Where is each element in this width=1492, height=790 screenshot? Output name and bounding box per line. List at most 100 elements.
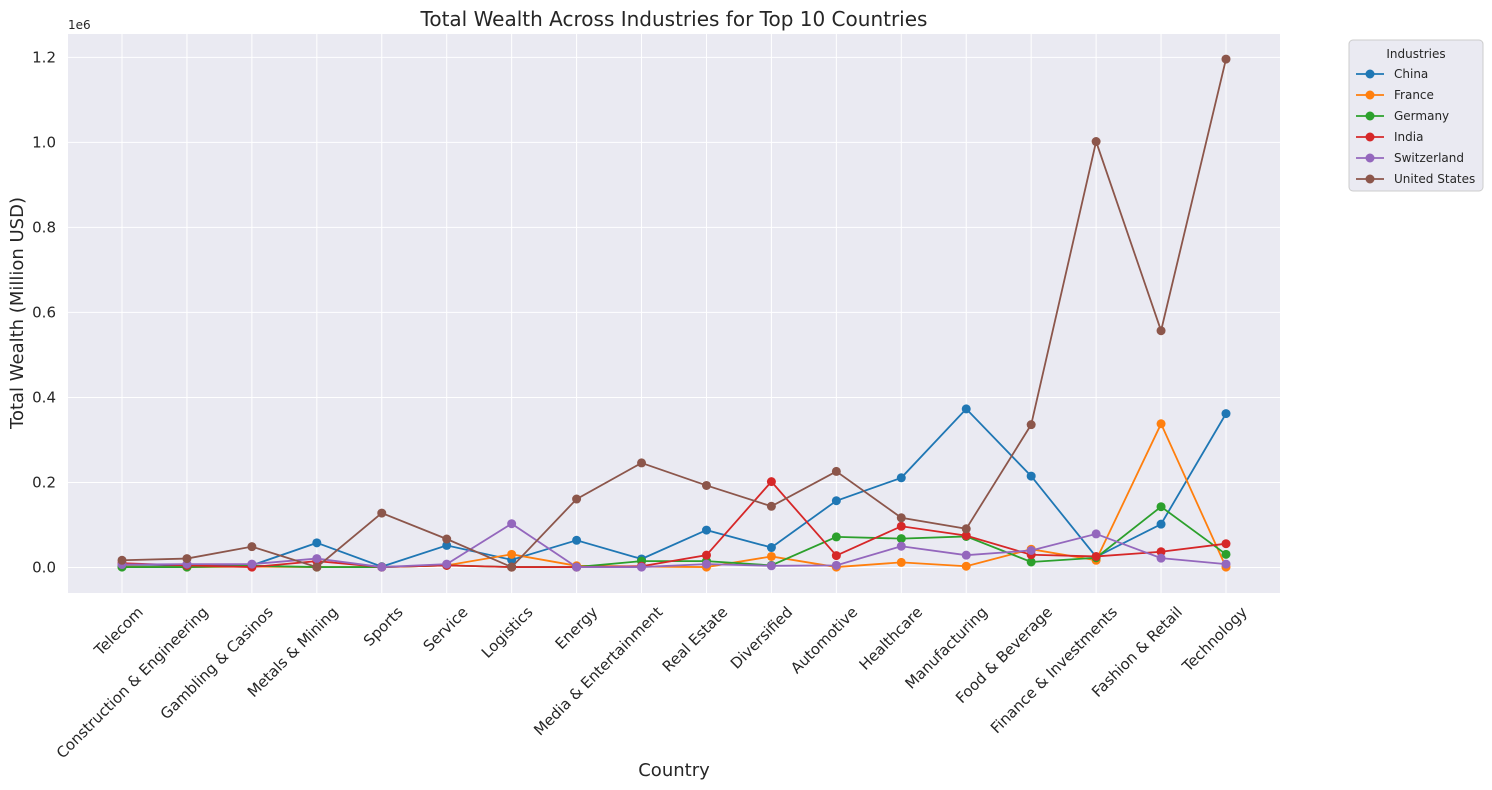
data-point [831,551,841,561]
x-tick-label: Service [420,603,472,655]
legend-label: United States [1394,172,1475,186]
data-point [766,551,776,561]
chart-title: Total Wealth Across Industries for Top 1… [420,7,928,31]
x-tick-label: Automotive [787,603,861,677]
series-switzerland [117,519,1231,572]
legend-marker [1365,111,1375,121]
legend-items: China France Germany India Switzerland United… [1356,67,1475,186]
data-point [1026,420,1036,430]
y-tick-label: 0.2 [32,473,56,491]
data-point [182,554,192,564]
data-point [637,458,647,468]
legend-marker [1365,174,1375,184]
data-point [701,525,711,535]
legend-marker [1365,90,1375,100]
legend-title: Industries [1386,47,1445,61]
data-point [961,550,971,560]
data-point [896,513,906,523]
plot-background [68,34,1280,593]
series-line [122,407,1227,568]
data-point [442,559,452,569]
data-point [1026,545,1036,555]
legend-box [1348,39,1484,192]
data-point [117,555,127,565]
data-point [961,561,971,571]
data-point [831,466,841,476]
data-point [961,531,971,541]
series-united-states [117,54,1231,572]
data-point [507,549,517,559]
y-tick-label: 0.8 [32,218,56,236]
data-point [1091,137,1101,147]
legend-item: China [1356,67,1428,81]
data-point [1221,549,1231,559]
data-point [312,562,322,572]
y-tick-label: 1.2 [32,48,56,66]
data-point [961,404,971,414]
data-point [507,519,517,529]
data-point [442,534,452,544]
y-tick-label: 1.0 [32,133,56,151]
data-point [766,561,776,571]
data-point [1026,471,1036,481]
data-point [701,550,711,560]
data-point [312,538,322,548]
data-point [1091,551,1101,561]
x-tick-label: Technology [1178,603,1251,676]
data-point [442,540,452,550]
legend-item: India [1356,130,1423,144]
data-point [247,542,257,552]
y-axis-label: Total Wealth (Million USD) [7,197,28,430]
data-point [896,473,906,483]
series-line [121,522,1227,568]
data-point [572,562,582,572]
x-tick-label: Finance & Investments [987,603,1121,737]
data-point [507,562,517,572]
legend-marker [1365,132,1375,142]
data-point [1221,539,1231,549]
legend-label: Germany [1394,109,1449,123]
series-line [121,480,1227,568]
data-point [1026,557,1036,567]
legend-label: China [1394,67,1428,81]
x-gridlines [121,34,1227,593]
data-point [312,554,322,564]
data-point [1221,54,1231,64]
data-point [831,532,841,542]
y-tick-label: 0.4 [32,388,56,406]
y-tick-label: 0.0 [32,558,56,576]
y-tick-labels: 0.0 0.2 0.4 0.6 0.8 1.0 1.2 [32,48,56,576]
data-point [247,559,257,569]
x-tick-label: Telecom [90,603,147,660]
legend-item: Switzerland [1356,151,1464,165]
x-tick-label: Diversified [727,603,796,672]
data-point [572,494,582,504]
legend-item: United States [1356,172,1475,186]
legend-label: India [1394,130,1423,144]
data-point [572,535,582,545]
data-point [961,524,971,534]
x-tick-label: Gambling & Casinos [157,603,277,723]
data-point [766,477,776,487]
x-tick-label: Logistics [478,603,537,662]
x-tick-label: Media & Entertainment [530,603,666,739]
legend-label: Switzerland [1394,151,1464,165]
legend-item: France [1356,88,1434,102]
data-point [701,480,711,490]
legend-marker [1365,69,1375,79]
data-point [831,560,841,570]
data-point [1156,519,1166,529]
data-point [1156,326,1166,336]
legend-item: Germany [1356,109,1449,123]
data-point [637,562,647,572]
legend: Industries China France Germany India Switze… [1348,39,1484,192]
x-tick-label: Sports [360,603,407,650]
data-point [1156,502,1166,512]
x-axis-label: Country [638,760,710,781]
y-offset-label: 1e6 [68,18,91,32]
data-point [701,559,711,569]
data-point [1221,409,1231,419]
data-point [766,501,776,511]
series-layer [117,54,1231,572]
